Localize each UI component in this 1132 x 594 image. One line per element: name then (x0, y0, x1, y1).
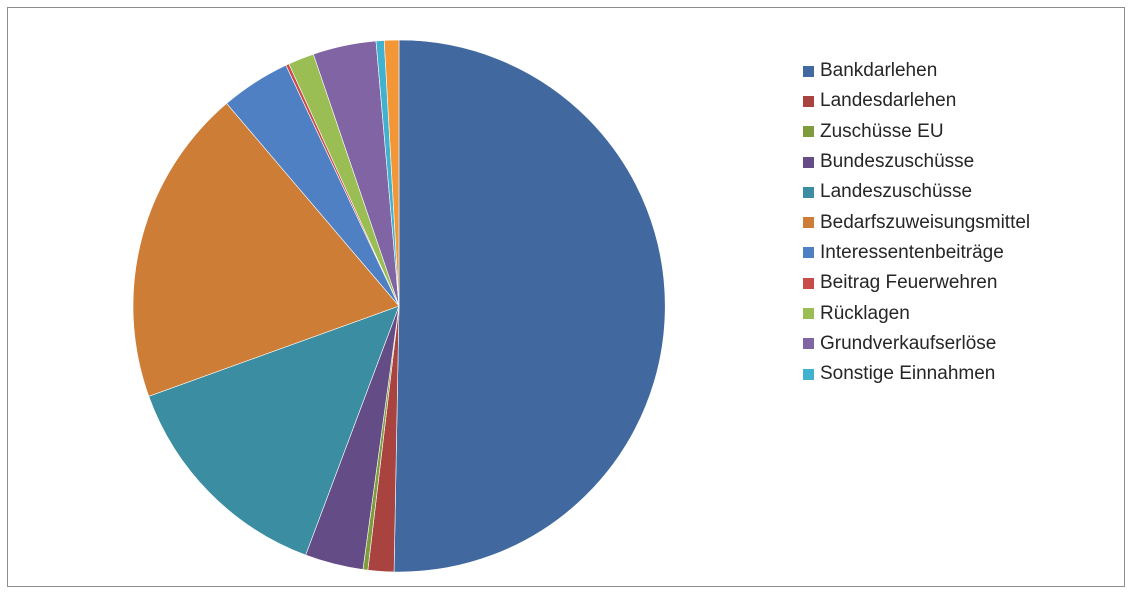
legend-swatch (803, 156, 814, 168)
legend-item-5: Bedarfszuweisungsmittel (803, 207, 1030, 237)
legend-label: Sonstige Einnahmen (820, 363, 996, 385)
legend-item-7: Beitrag Feuerwehren (803, 268, 1030, 298)
legend-swatch (803, 277, 814, 289)
legend-label: Zuschüsse EU (820, 120, 944, 142)
legend-label: Grundverkaufserlöse (820, 332, 997, 354)
legend: Bankdarlehen Landesdarlehen Zuschüsse EU Bu… (803, 56, 1030, 389)
legend-item-2: Zuschüsse EU (803, 117, 1030, 147)
legend-label: Beitrag Feuerwehren (820, 272, 998, 294)
legend-swatch (803, 368, 814, 380)
legend-swatch (803, 126, 814, 138)
legend-swatch (803, 217, 814, 229)
legend-label: Bedarfszuweisungsmittel (820, 211, 1031, 233)
legend-swatch (803, 95, 814, 107)
legend-item-6: Interessentenbeiträge (803, 238, 1030, 268)
legend-item-1: Landesdarlehen (803, 86, 1030, 116)
legend-swatch (803, 308, 814, 320)
pie-slice-5 (132, 102, 400, 397)
legend-label: Landeszuschüsse (820, 181, 973, 203)
legend-item-8: Rücklagen (803, 298, 1030, 328)
pie-chart (132, 39, 666, 573)
pie-slice-11 (383, 39, 400, 307)
pie-slice-0 (393, 39, 666, 573)
legend-label: Interessentenbeiträge (820, 241, 1004, 263)
legend-swatch (803, 338, 814, 350)
legend-label: Bankdarlehen (820, 60, 938, 82)
legend-label: Landesdarlehen (820, 90, 957, 112)
legend-item-3: Bundeszuschüsse (803, 147, 1030, 177)
legend-swatch (803, 186, 814, 198)
legend-item-10: Sonstige Einnahmen (803, 359, 1030, 389)
legend-label: Rücklagen (820, 302, 910, 324)
legend-item-4: Landeszuschüsse (803, 177, 1030, 207)
legend-item-9: Grundverkaufserlöse (803, 329, 1030, 359)
legend-item-0: Bankdarlehen (803, 56, 1030, 86)
legend-swatch (803, 247, 814, 259)
legend-label: Bundeszuschüsse (820, 151, 975, 173)
chart-area: Bankdarlehen Landesdarlehen Zuschüsse EU Bu… (7, 7, 1125, 587)
legend-swatch (803, 65, 814, 77)
pie-slice-4 (148, 305, 400, 556)
